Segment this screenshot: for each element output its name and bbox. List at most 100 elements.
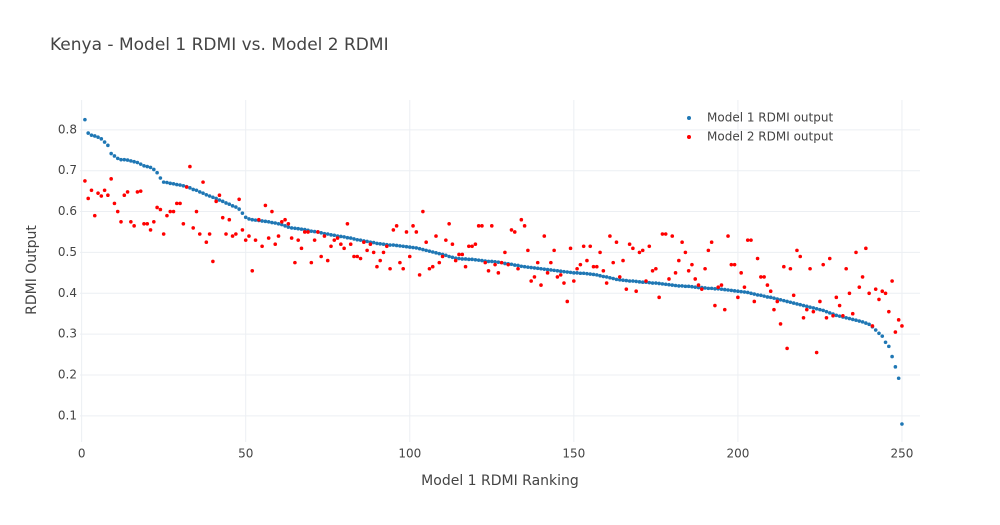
- data-point: [804, 304, 809, 309]
- data-point: [165, 213, 169, 218]
- data-point: [654, 266, 658, 271]
- data-point: [237, 197, 241, 202]
- data-point: [388, 243, 392, 247]
- data-point: [860, 275, 865, 279]
- data-point: [811, 309, 816, 314]
- data-point: [686, 268, 691, 273]
- data-point: [421, 209, 425, 214]
- data-point: [191, 226, 196, 230]
- data-point: [197, 190, 202, 194]
- data-point: [407, 245, 412, 249]
- data-point: [132, 224, 136, 228]
- data-point: [857, 319, 862, 323]
- data-point: [142, 222, 146, 226]
- data-point: [529, 279, 533, 283]
- data-point: [844, 266, 848, 271]
- data-point: [604, 275, 609, 279]
- data-point: [532, 275, 537, 279]
- data-point: [473, 242, 478, 247]
- data-point: [430, 264, 435, 269]
- data-point: [788, 300, 793, 305]
- data-point: [184, 185, 189, 189]
- data-point: [585, 258, 589, 263]
- data-point: [631, 246, 635, 251]
- data-point: [414, 246, 419, 250]
- data-point: [814, 306, 819, 311]
- data-point: [729, 262, 734, 267]
- y-tick-label: 0.1: [58, 408, 77, 422]
- data-point: [325, 258, 330, 263]
- data-point: [309, 229, 314, 233]
- data-point: [850, 311, 855, 316]
- data-point: [99, 137, 104, 141]
- data-point: [378, 258, 383, 263]
- y-tick-label: 0.8: [58, 122, 77, 136]
- data-point: [243, 215, 248, 220]
- data-point: [624, 287, 629, 291]
- data-point: [230, 234, 235, 238]
- data-point: [657, 295, 661, 300]
- data-point: [99, 194, 104, 198]
- data-point: [565, 299, 570, 304]
- data-point: [391, 228, 396, 232]
- data-point: [519, 264, 524, 269]
- data-point: [427, 266, 432, 271]
- data-point: [342, 235, 346, 239]
- data-point: [394, 224, 399, 228]
- data-point: [542, 267, 547, 271]
- data-point: [900, 422, 904, 426]
- data-point: [165, 180, 169, 185]
- data-point: [296, 226, 301, 231]
- data-point: [614, 277, 619, 282]
- data-point: [391, 243, 396, 247]
- data-point: [352, 254, 356, 259]
- data-point: [883, 340, 888, 345]
- data-point: [417, 246, 422, 251]
- data-point: [522, 264, 527, 269]
- data-point: [381, 242, 386, 247]
- data-point: [89, 188, 94, 193]
- data-point: [398, 260, 402, 265]
- data-point: [621, 278, 625, 282]
- data-point: [240, 211, 245, 215]
- data-point: [503, 250, 507, 255]
- data-point: [680, 284, 684, 288]
- data-point: [896, 318, 901, 322]
- data-point: [873, 287, 878, 291]
- data-point: [214, 196, 218, 201]
- data-point: [250, 217, 255, 222]
- data-point: [752, 292, 757, 296]
- data-point: [657, 281, 661, 286]
- data-point: [532, 266, 537, 270]
- data-point: [512, 263, 517, 267]
- data-point: [627, 279, 632, 283]
- data-point: [234, 205, 238, 209]
- data-point: [549, 260, 553, 265]
- data-point: [759, 293, 763, 298]
- data-point: [640, 280, 645, 285]
- data-point: [211, 195, 215, 200]
- data-point: [460, 252, 465, 257]
- data-point: [854, 250, 858, 255]
- data-point: [394, 243, 399, 248]
- data-point: [837, 314, 842, 318]
- data-point: [719, 287, 724, 291]
- data-point: [401, 266, 406, 271]
- data-point: [785, 299, 789, 304]
- data-point: [772, 296, 776, 300]
- data-point: [119, 157, 123, 162]
- data-point: [739, 271, 743, 275]
- data-point: [529, 265, 533, 270]
- data-point: [552, 248, 556, 253]
- data-point: [489, 259, 494, 264]
- data-point: [348, 236, 353, 240]
- data-point: [535, 260, 540, 265]
- data-point: [686, 284, 691, 289]
- data-point: [430, 250, 435, 254]
- data-point: [168, 209, 173, 214]
- data-point: [841, 313, 845, 318]
- data-point: [864, 321, 868, 325]
- data-point: [555, 268, 560, 273]
- data-point: [434, 251, 438, 255]
- x-tick-label: 250: [891, 447, 914, 461]
